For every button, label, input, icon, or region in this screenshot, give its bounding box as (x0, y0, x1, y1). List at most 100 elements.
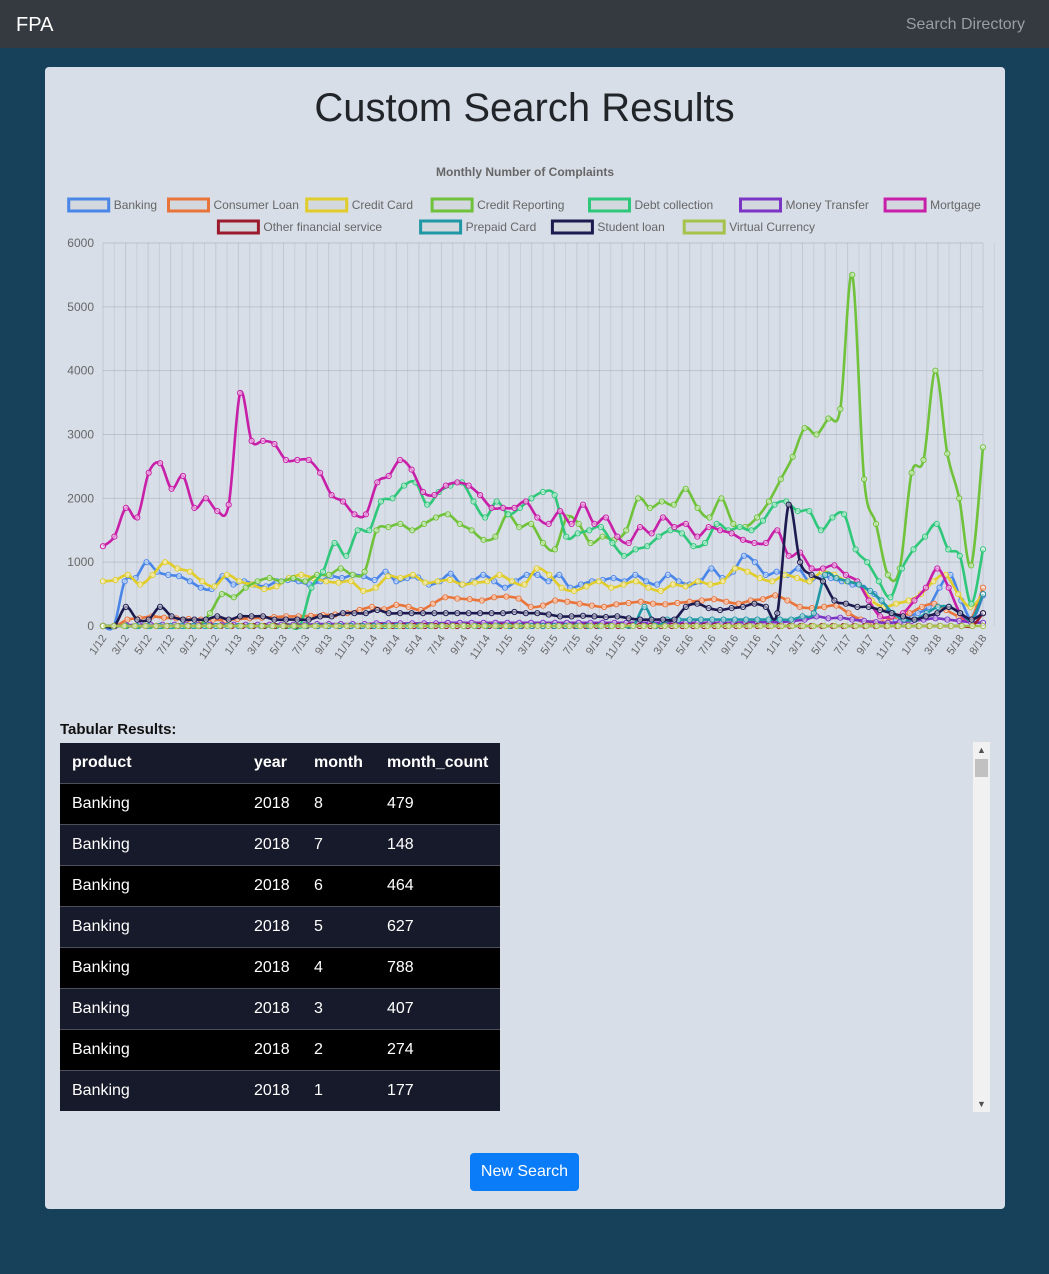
scrollbar-thumb[interactable] (975, 759, 988, 777)
data-point-virtual-currency (608, 622, 616, 630)
header-year[interactable]: year (242, 743, 302, 783)
data-point-virtual-currency (619, 622, 626, 630)
data-point-debt-collection (586, 527, 593, 534)
legend-swatch (588, 197, 631, 213)
data-point-mortgage (168, 485, 175, 492)
data-point-student-loan (522, 610, 530, 617)
data-point-credit-reporting (718, 495, 725, 502)
new-search-button[interactable]: New Search (470, 1153, 579, 1191)
data-point-credit-reporting (789, 453, 796, 460)
data-point-credit-card (360, 587, 367, 595)
data-point-student-loan (259, 613, 267, 620)
data-point-debt-collection (829, 514, 836, 521)
search-directory-link[interactable]: Search Directory (905, 16, 1025, 33)
data-point-mortgage (454, 479, 461, 486)
cell-month: 6 (302, 864, 375, 906)
data-point-virtual-currency (311, 622, 319, 630)
data-point-student-loan (671, 616, 678, 623)
header-month-count[interactable]: month_count (375, 743, 500, 783)
data-point-mortgage (705, 524, 712, 531)
header-month[interactable]: month (302, 743, 375, 783)
data-point-mortgage (442, 482, 449, 489)
data-point-prepaid-card (641, 603, 648, 611)
data-point-virtual-currency (449, 622, 456, 630)
table-row: Banking 2018 2 274 (60, 1028, 500, 1070)
x-tick-label: 1/16 (629, 633, 651, 657)
data-point-banking (545, 578, 552, 585)
data-point-student-loan (648, 616, 655, 623)
data-point-credit-reporting (480, 536, 487, 543)
brand-logo[interactable]: FPA (16, 14, 54, 36)
legend-swatch (739, 197, 782, 213)
data-point-mortgage (739, 536, 747, 543)
data-point-credit-card (484, 578, 491, 585)
data-point-student-loan (191, 616, 198, 623)
data-point-virtual-currency (237, 622, 244, 630)
data-point-mortgage (294, 456, 301, 464)
y-tick-label: 0 (87, 619, 94, 633)
legend-item-student-loan: Student loan (597, 220, 664, 234)
data-point-mortgage (728, 530, 735, 537)
data-point-money-transfer (825, 615, 832, 622)
data-point-credit-reporting (325, 571, 332, 579)
complaints-chart: Monthly Number of Complaints Banking Consu… (67, 165, 995, 662)
data-point-virtual-currency (884, 622, 891, 630)
data-point-student-loan (157, 603, 164, 611)
data-point-credit-card (533, 565, 540, 572)
cell-year: 2018 (242, 823, 302, 865)
data-point-consumer-loan (759, 596, 767, 603)
data-point-credit-reporting (242, 584, 249, 591)
data-point-student-loan (865, 603, 872, 611)
data-point-student-loan (305, 616, 312, 623)
data-point-credit-reporting (397, 520, 404, 528)
data-point-credit-card (397, 575, 404, 582)
data-point-virtual-currency (630, 622, 637, 630)
data-point-credit-reporting (920, 456, 927, 464)
cell-month-count: 407 (375, 987, 500, 1029)
data-point-prepaid-card (844, 578, 851, 585)
data-point-prepaid-card (754, 616, 761, 623)
scroll-down-arrow-icon[interactable]: ▼ (977, 1099, 986, 1109)
data-point-mortgage (191, 504, 198, 511)
legend-swatch (216, 219, 260, 235)
x-tick-label: 11/13 (333, 633, 358, 662)
data-point-prepaid-card (731, 616, 738, 623)
data-point-credit-reporting (302, 578, 309, 585)
data-point-student-loan (957, 610, 964, 617)
data-point-student-loan (579, 612, 587, 619)
data-point-virtual-currency (979, 622, 987, 630)
data-point-credit-card (769, 578, 776, 585)
data-point-virtual-currency (396, 622, 403, 630)
table-scrollbar[interactable]: ▲ ▼ (973, 742, 990, 1112)
data-point-debt-collection (968, 600, 975, 607)
data-point-consumer-loan (552, 597, 559, 604)
data-point-debt-collection (493, 498, 500, 505)
data-point-student-loan (374, 606, 381, 614)
data-point-credit-reporting (290, 575, 297, 582)
data-point-mortgage (99, 543, 107, 550)
x-tick-label: 8/18 (967, 633, 989, 657)
data-point-student-loan (899, 613, 907, 620)
legend-swatch (883, 197, 927, 213)
data-point-student-loan (317, 613, 324, 620)
data-point-student-loan (717, 606, 724, 614)
header-product[interactable]: product (60, 743, 242, 783)
data-point-banking (382, 568, 389, 575)
data-point-debt-collection (621, 552, 628, 559)
data-point-mortgage (659, 514, 667, 521)
navbar: FPA Search Directory (0, 0, 1049, 48)
data-point-credit-card (211, 583, 218, 590)
data-point-virtual-currency (926, 622, 934, 630)
data-point-virtual-currency (534, 622, 541, 630)
data-point-credit-card (422, 579, 429, 586)
data-point-debt-collection (852, 546, 859, 553)
data-point-credit-reporting (575, 520, 582, 528)
data-point-credit-reporting (932, 367, 939, 374)
data-point-student-loan (888, 610, 895, 617)
data-point-banking (197, 584, 204, 591)
data-point-virtual-currency (566, 622, 573, 630)
data-point-debt-collection (979, 546, 987, 553)
scroll-up-arrow-icon[interactable]: ▲ (977, 745, 986, 755)
data-point-debt-collection (482, 514, 489, 521)
data-point-debt-collection (655, 533, 662, 540)
